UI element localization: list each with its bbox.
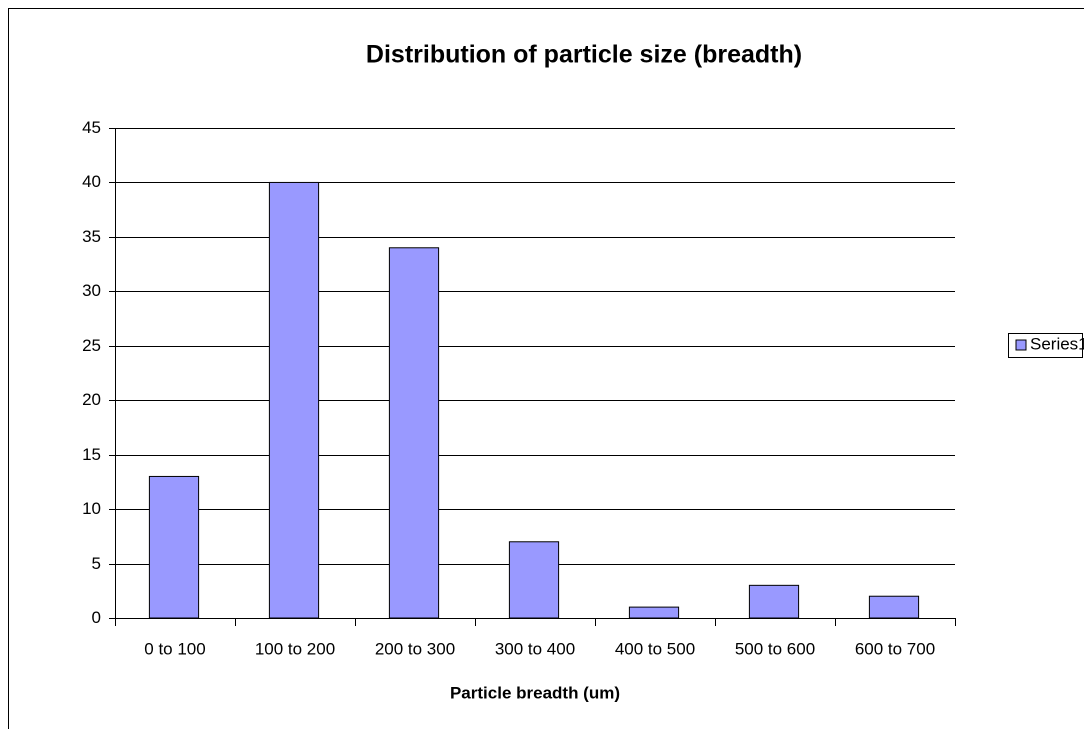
- y-tick-label: 30: [82, 281, 101, 300]
- y-tick-label: 5: [92, 554, 101, 573]
- y-tick-label: 15: [82, 445, 101, 464]
- x-tick-label: 300 to 400: [495, 639, 575, 658]
- bar: [148, 475, 200, 619]
- bar: [748, 584, 800, 619]
- x-tick-label: 600 to 700: [855, 639, 935, 658]
- x-tick-label: 400 to 500: [615, 639, 695, 658]
- y-tick-label: 45: [82, 118, 101, 137]
- legend-label: Series1: [1030, 334, 1084, 353]
- bar: [628, 606, 680, 619]
- y-tick-label: 0: [92, 608, 101, 627]
- bar: [388, 247, 440, 619]
- bar: [868, 595, 920, 619]
- y-tick-label: 40: [82, 172, 101, 191]
- bar: [268, 181, 320, 619]
- y-tick-label: 25: [82, 336, 101, 355]
- x-tick-label: 500 to 600: [735, 639, 815, 658]
- y-tick-label: 10: [82, 499, 101, 518]
- x-tick-label: 0 to 100: [144, 639, 205, 658]
- y-tick-label: 35: [82, 227, 101, 246]
- x-tick-label: 200 to 300: [375, 639, 455, 658]
- bar: [508, 541, 560, 619]
- x-axis-title: Particle breadth (um): [450, 683, 620, 702]
- chart-title: Distribution of particle size (breadth): [366, 41, 802, 69]
- legend-swatch: [1015, 339, 1027, 351]
- x-tick-label: 100 to 200: [255, 639, 335, 658]
- y-tick-label: 20: [82, 390, 101, 409]
